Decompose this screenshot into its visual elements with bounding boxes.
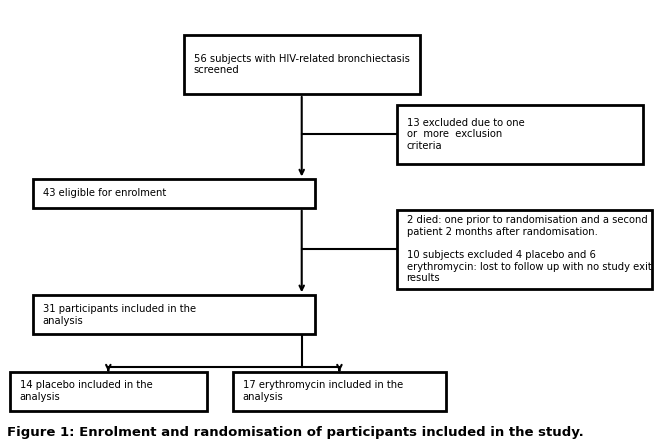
- Text: Figure 1: Enrolment and randomisation of participants included in the study.: Figure 1: Enrolment and randomisation of…: [7, 426, 583, 439]
- FancyBboxPatch shape: [33, 295, 315, 334]
- FancyBboxPatch shape: [33, 179, 315, 208]
- FancyBboxPatch shape: [233, 372, 446, 411]
- Text: 17 erythromycin included in the
analysis: 17 erythromycin included in the analysis: [243, 380, 403, 402]
- Text: 14 placebo included in the
analysis: 14 placebo included in the analysis: [20, 380, 153, 402]
- Text: 2 died: one prior to randomisation and a second
patient 2 months after randomisa: 2 died: one prior to randomisation and a…: [407, 215, 652, 283]
- FancyBboxPatch shape: [10, 372, 207, 411]
- FancyBboxPatch shape: [184, 35, 419, 94]
- FancyBboxPatch shape: [397, 210, 652, 289]
- Text: 56 subjects with HIV-related bronchiectasis
screened: 56 subjects with HIV-related bronchiecta…: [193, 54, 409, 75]
- FancyBboxPatch shape: [397, 105, 643, 164]
- Text: 31 participants included in the
analysis: 31 participants included in the analysis: [43, 304, 196, 326]
- Text: 43 eligible for enrolment: 43 eligible for enrolment: [43, 189, 166, 198]
- Text: 13 excluded due to one
or  more  exclusion
criteria: 13 excluded due to one or more exclusion…: [407, 118, 524, 151]
